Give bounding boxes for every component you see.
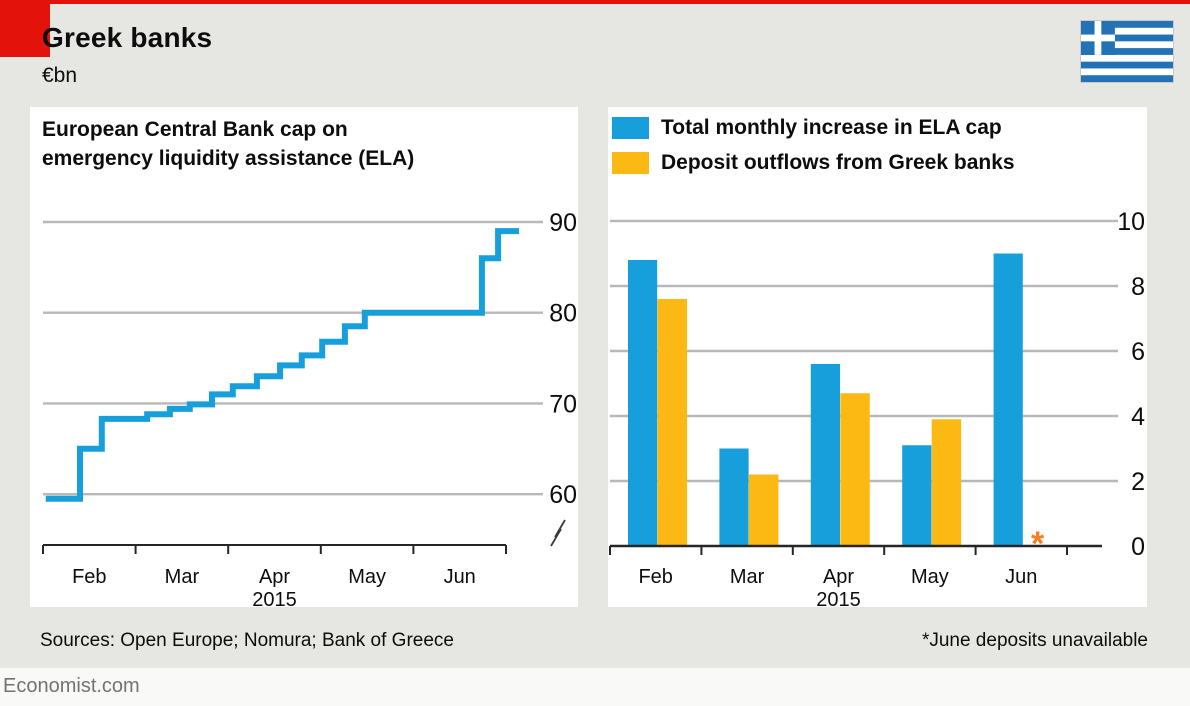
- x-tick-label: Jun: [444, 566, 476, 588]
- bar-deposit-outflows-apr: [840, 393, 870, 546]
- x-tick-label: Mar: [730, 566, 765, 588]
- y-tick-label: 2: [1131, 468, 1145, 496]
- x-tick-label: Mar: [165, 566, 200, 588]
- legend-item-deposit-outflows: Deposit outflows from Greek banks: [612, 150, 1015, 176]
- x-tick-label: Apr: [259, 566, 290, 588]
- bar-ela-increase-may: [902, 445, 932, 546]
- left-chart-title-line1: European Central Bank cap on: [42, 118, 348, 141]
- left-chart-title: European Central Bank cap on emergency l…: [42, 115, 414, 173]
- y-tick-label: 0: [1131, 533, 1145, 561]
- legend: Total monthly increase in ELA cap Deposi…: [612, 115, 1015, 185]
- ela-cap-step-line: [45, 228, 519, 502]
- legend-swatch-blue: [612, 117, 649, 139]
- y-tick-label: 10: [1117, 208, 1145, 236]
- bar-deposit-outflows-feb: [657, 299, 687, 546]
- x-tick-label: Feb: [638, 566, 672, 588]
- bar-deposit-outflows-mar: [748, 474, 779, 546]
- ela-cap-step-chart: 90 80 70 60 Feb Mar Apr May Jun 2015: [42, 209, 577, 607]
- legend-label-ela-increase: Total monthly increase in ELA cap: [661, 116, 1002, 139]
- x-axis-year-label: 2015: [252, 589, 297, 607]
- x-tick-label: Apr: [823, 566, 854, 588]
- ela-cap-step-chart-panel: European Central Bank cap on emergency l…: [30, 107, 578, 607]
- y-tick-label: 8: [1131, 273, 1145, 301]
- greece-flag-icon: [1080, 20, 1174, 83]
- legend-item-ela-increase: Total monthly increase in ELA cap: [612, 115, 1015, 141]
- left-chart-title-line2: emergency liquidity assistance (ELA): [42, 147, 415, 170]
- red-tab: [0, 0, 50, 57]
- x-tick-label: May: [348, 566, 386, 588]
- bar-ela-increase-jun: [993, 253, 1023, 546]
- legend-label-deposit-outflows: Deposit outflows from Greek banks: [661, 151, 1015, 174]
- x-axis-year-label: 2015: [816, 589, 861, 607]
- axis-break-icon: [550, 519, 566, 547]
- x-tick-label: May: [911, 566, 949, 588]
- bar-ela-increase-feb: [628, 260, 658, 546]
- top-accent-line: [0, 0, 1190, 4]
- site-label: Economist.com: [3, 675, 140, 697]
- y-tick-label: 70: [549, 390, 577, 418]
- missing-data-asterisk: *: [1031, 525, 1045, 563]
- unit-label: €bn: [42, 64, 78, 87]
- y-tick-label: 60: [549, 481, 577, 509]
- bottom-strip: Economist.com: [0, 668, 1190, 706]
- bar-deposit-outflows-may: [931, 419, 962, 546]
- sources-note: Sources: Open Europe; Nomura; Bank of Gr…: [40, 630, 454, 651]
- x-tick-label: Feb: [72, 566, 106, 588]
- y-tick-label: 4: [1131, 403, 1145, 431]
- y-tick-label: 80: [549, 300, 577, 328]
- bar-chart-panel: Total monthly increase in ELA cap Deposi…: [608, 107, 1147, 607]
- footnote: *June deposits unavailable: [921, 630, 1148, 651]
- y-tick-label: 6: [1131, 338, 1145, 366]
- monthly-bars-chart: 0 2 4 6 8 10 * Feb Mar Apr May Jun 2015: [609, 208, 1145, 607]
- page-title: Greek banks: [42, 22, 213, 53]
- legend-swatch-yellow: [612, 152, 649, 174]
- x-tick-label: Jun: [1005, 566, 1037, 588]
- y-tick-label: 90: [549, 209, 577, 237]
- bar-ela-increase-apr: [810, 364, 840, 546]
- bar-ela-increase-mar: [719, 448, 749, 546]
